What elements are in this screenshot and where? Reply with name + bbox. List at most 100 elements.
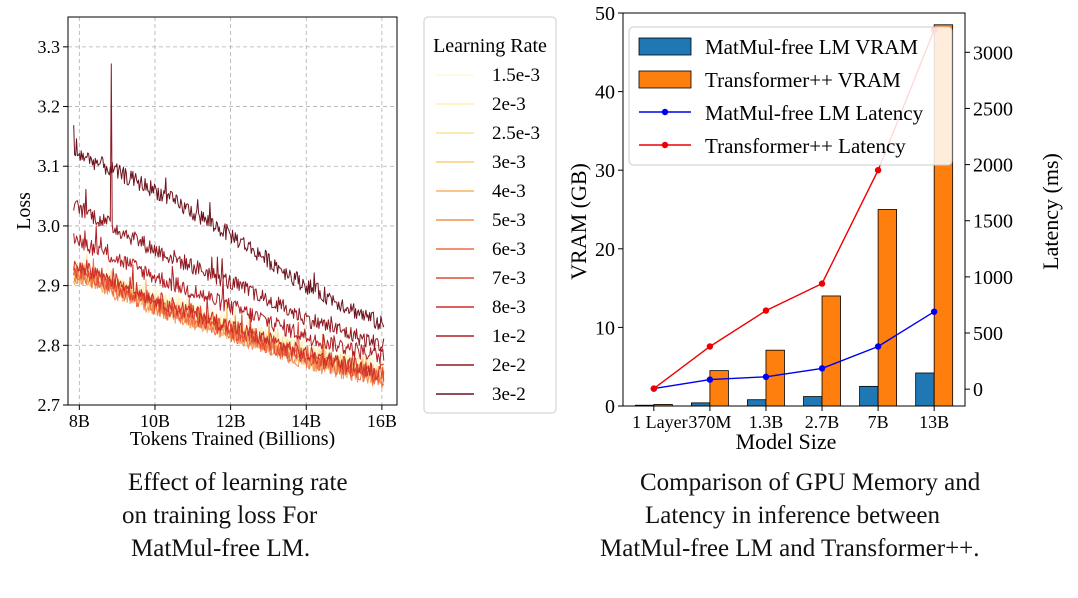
- loss-chart-legend: Learning Rate 1.5e-3 2e-3 2.5e-3 3e-3 4e-3 5e…: [423, 16, 557, 414]
- vram-y-tick-label: 40: [595, 82, 615, 104]
- loss-chart-y-axis-label: Loss: [13, 192, 35, 230]
- latency-y-tick-label: 1000: [973, 267, 1013, 289]
- matmul-latency-point: [706, 376, 714, 383]
- loss-chart-series: [73, 63, 385, 389]
- model-x-tick-label: 370M: [688, 412, 731, 432]
- matmul-latency-point: [874, 343, 882, 350]
- loss-chart-frame: [67, 16, 398, 406]
- vram-latency-legend-item: Transformer++ VRAM: [638, 68, 901, 92]
- loss-legend-label: 3e-2: [492, 384, 526, 405]
- legend-marker-swatch: [661, 141, 669, 149]
- loss-legend-label: 2e-2: [492, 355, 526, 376]
- loss-chart-ticks: 8B 10B 12B 14B 16B 2.7 2.8 2.9 3.0 3.1 3.2 3.3: [38, 37, 397, 431]
- loss-legend-item: 8e-3: [436, 297, 526, 318]
- transformer-latency-point: [874, 167, 882, 174]
- latency-chart-y-axis-label: Latency (ms): [1038, 153, 1063, 270]
- legend-marker-swatch: [661, 108, 669, 116]
- loss-series-line: [73, 258, 385, 386]
- caption-left: Effect of learning rate on training loss…: [0, 466, 480, 598]
- figure-canvas: 8B 10B 12B 14B 16B 2.7 2.8 2.9 3.0 3.1 3.2 3.3 Toke…: [13, 3, 1063, 454]
- legend-bar-swatch: [638, 37, 692, 56]
- vram-latency-chart-legend: MatMul-free LM VRAM Transformer++ VRAM Mat…: [628, 26, 953, 166]
- loss-legend-item: 7e-3: [436, 268, 526, 289]
- loss-y-tick-label: 2.7: [38, 395, 61, 415]
- vram-y-tick-label: 50: [595, 3, 615, 25]
- latency-y-tick-label: 2500: [973, 98, 1013, 120]
- vram-latency-legend-item: Transformer++ Latency: [639, 134, 906, 158]
- loss-y-tick-label: 3.3: [38, 37, 61, 57]
- matmul-vram-bar: [915, 372, 935, 407]
- loss-legend-item: 1e-2: [436, 326, 526, 347]
- model-x-tick-label: 2.7B: [805, 412, 840, 432]
- vram-latency-legend-frame: [628, 26, 953, 166]
- model-x-tick-label: 7B: [868, 412, 889, 432]
- loss-chart-legend-frame: [423, 16, 557, 414]
- caption-left-line-2: on training loss For: [122, 502, 318, 529]
- vram-latency-legend-item: MatMul-free LM Latency: [639, 101, 924, 125]
- loss-legend-label: 8e-3: [492, 297, 526, 318]
- transformer-latency-point: [706, 343, 714, 350]
- loss-x-tick-label: 10B: [140, 411, 170, 431]
- model-x-tick-label: 1.3B: [749, 412, 784, 432]
- vram-latency-legend-label: Transformer++ VRAM: [705, 68, 901, 92]
- loss-legend-item: 6e-3: [436, 239, 526, 260]
- loss-legend-label: 5e-3: [492, 210, 526, 231]
- loss-legend-label: 1.5e-3: [492, 65, 540, 86]
- loss-chart: 8B 10B 12B 14B 16B 2.7 2.8 2.9 3.0 3.1 3.2 3.3 Toke…: [13, 16, 557, 450]
- loss-legend-item: 2.5e-3: [436, 123, 540, 144]
- vram-latency-legend-item: MatMul-free LM VRAM: [638, 35, 918, 59]
- loss-legend-label: 2.5e-3: [492, 123, 540, 144]
- loss-series-line: [73, 259, 384, 380]
- legend-bar-swatch: [638, 70, 692, 89]
- caption-right-line-3: MatMul-free LM and Transformer++.: [600, 535, 980, 562]
- loss-legend-item: 2e-2: [436, 355, 526, 376]
- latency-y-tick-label: 0: [973, 379, 983, 401]
- loss-legend-label: 4e-3: [492, 181, 526, 202]
- loss-chart-x-axis-label: Tokens Trained (Billions): [130, 428, 335, 450]
- loss-legend-label: 2e-3: [492, 94, 526, 115]
- vram-y-tick-label: 10: [595, 317, 615, 339]
- transformer-vram-bar: [821, 295, 841, 407]
- matmul-vram-bar: [747, 399, 767, 407]
- loss-chart-legend-title: Learning Rate: [433, 35, 547, 57]
- transformer-latency-point: [650, 385, 658, 392]
- transformer-vram-bar: [877, 209, 898, 407]
- transformer-latency-point: [762, 307, 770, 314]
- loss-x-tick-label: 8B: [69, 411, 90, 431]
- latency-y-tick-label: 500: [973, 323, 1003, 345]
- loss-series-line: [73, 125, 385, 330]
- matmul-latency-point: [818, 365, 826, 372]
- caption-left-line-3: MatMul-free LM.: [131, 535, 311, 562]
- caption-right-line-2: Latency in inference between: [645, 502, 940, 529]
- matmul-latency-point: [762, 373, 770, 381]
- matmul-vram-bar: [803, 396, 823, 407]
- model-x-tick-label: 1 Layer: [632, 412, 687, 432]
- caption-right-line-1: Comparison of GPU Memory and: [640, 469, 981, 496]
- model-x-tick-label: 13B: [919, 412, 949, 432]
- loss-series-line: [73, 63, 385, 352]
- loss-y-tick-label: 3.1: [38, 156, 61, 176]
- matmul-latency-point: [930, 308, 938, 315]
- loss-y-tick-label: 2.8: [38, 335, 61, 355]
- matmul-vram-bar: [859, 385, 879, 407]
- loss-x-tick-label: 16B: [367, 411, 397, 431]
- caption-left-line-1: Effect of learning rate: [128, 469, 348, 496]
- matmul-latency-line: [653, 311, 935, 390]
- loss-legend-item: 3e-2: [436, 384, 526, 405]
- vram-y-tick-label: 30: [595, 160, 615, 182]
- loss-x-tick-label: 14B: [291, 411, 321, 431]
- loss-y-tick-label: 3.2: [38, 97, 61, 117]
- loss-series-line: [73, 225, 385, 365]
- loss-legend-label: 3e-3: [492, 152, 526, 173]
- caption-right: Comparison of GPU Memory and Latency in …: [540, 466, 1078, 598]
- loss-legend-item: 3e-3: [436, 152, 526, 173]
- loss-x-tick-label: 12B: [216, 411, 246, 431]
- latency-y-tick-label: 2000: [973, 155, 1013, 177]
- vram-chart-y-axis-label: VRAM (GB): [566, 163, 591, 280]
- vram-y-tick-label: 20: [595, 239, 615, 261]
- loss-y-tick-label: 3.0: [38, 216, 61, 236]
- loss-legend-label: 6e-3: [492, 239, 526, 260]
- latency-y-tick-label: 3000: [973, 42, 1013, 64]
